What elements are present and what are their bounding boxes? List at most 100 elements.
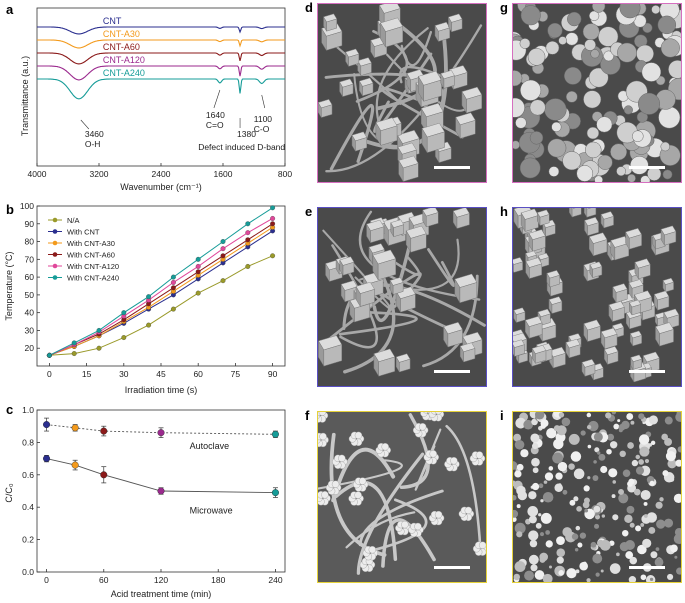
data-point xyxy=(71,424,79,432)
scale-bar xyxy=(629,370,665,373)
annotation-1380: 1380 xyxy=(237,129,256,139)
x-tick-label-c: 120 xyxy=(154,575,168,585)
x-tick-label-b: 60 xyxy=(193,369,203,379)
data-point xyxy=(220,239,226,245)
chart-c-degradation: c C/C₀ Acid treatment time (min) 0 60 120 1… xyxy=(4,402,286,599)
sem-texture xyxy=(513,412,681,582)
legend-marker xyxy=(52,275,58,280)
data-point xyxy=(121,310,127,316)
y-tick-label-b: 20 xyxy=(25,343,35,353)
data-point xyxy=(43,455,51,463)
annotation-1100: 1100 xyxy=(254,114,273,124)
data-point xyxy=(245,230,251,236)
data-point xyxy=(43,421,51,429)
y-axis-label-a: Transmittance (a.u.) xyxy=(20,56,30,136)
x-axis-label-b: Irradiation time (s) xyxy=(125,385,198,395)
panel-letter-f: f xyxy=(305,408,310,423)
legend-entry: With CNT-A120 xyxy=(67,262,119,271)
y-tick-label-c: 0.6 xyxy=(22,470,34,480)
data-point xyxy=(170,285,176,291)
series-line-with-cnt-a240 xyxy=(49,207,273,356)
sem-image-h xyxy=(512,207,682,387)
data-point xyxy=(245,263,251,269)
y-tick-label-b: 30 xyxy=(25,325,35,335)
data-point xyxy=(195,256,201,262)
y-tick-label-c: 0.8 xyxy=(22,437,34,447)
data-point xyxy=(270,205,276,211)
legend-marker xyxy=(52,229,58,234)
series-line-n-a xyxy=(49,255,273,356)
data-point xyxy=(271,489,279,497)
ftir-line-cnt xyxy=(37,26,285,35)
annotation-co-double: C=O xyxy=(206,120,224,130)
panel-letter-b: b xyxy=(6,202,14,217)
x-tick-label-c: 60 xyxy=(99,575,109,585)
sem-image-g xyxy=(512,3,682,183)
sem-texture xyxy=(318,412,486,582)
data-point xyxy=(195,290,201,296)
data-point xyxy=(170,279,176,285)
x-tick-label-a: 800 xyxy=(278,169,292,179)
legend-marker xyxy=(52,263,58,269)
y-tick-label-c: 1.0 xyxy=(22,405,34,415)
data-point xyxy=(146,294,152,300)
data-point xyxy=(245,221,251,227)
data-point xyxy=(195,269,201,275)
x-tick-label-a: 1600 xyxy=(214,169,233,179)
annotation-1640: 1640 xyxy=(206,110,225,120)
data-point xyxy=(96,345,102,351)
x-tick-label-b: 45 xyxy=(156,369,166,379)
chart-a-ftir: a Transmittance (a.u.) Wavenumber (cm⁻¹)… xyxy=(6,2,292,192)
panel-letter-a: a xyxy=(6,2,14,17)
sem-image-f xyxy=(317,411,487,583)
data-point xyxy=(270,215,276,221)
x-tick-label-b: 30 xyxy=(119,369,129,379)
ftir-line-cnt-a240 xyxy=(37,78,285,100)
ftir-line-cnt-a30 xyxy=(37,39,285,49)
x-axis-label-c: Acid treatment time (min) xyxy=(111,589,212,599)
data-point xyxy=(71,351,77,357)
data-point xyxy=(220,278,226,284)
x-tick-label-b: 15 xyxy=(82,369,92,379)
y-axis-label-b: Temperature (°C) xyxy=(4,251,14,320)
annotation-oh: O-H xyxy=(85,139,101,149)
chart-b-temperature: b Temperature (°C) Irradiation time (s) … xyxy=(4,201,286,395)
legend-marker xyxy=(52,240,58,246)
x-tick-label-b: 90 xyxy=(268,369,278,379)
legend-entry: N/A xyxy=(67,216,80,225)
data-point xyxy=(146,322,152,328)
y-tick-label-c: 0.4 xyxy=(22,502,34,512)
sem-image-e xyxy=(317,207,487,387)
panel-letter-i: i xyxy=(500,408,504,423)
scale-bar xyxy=(434,566,470,569)
y-tick-label-c: 0.2 xyxy=(22,535,34,545)
data-point xyxy=(157,487,165,495)
x-tick-label-b: 0 xyxy=(47,369,52,379)
legend-marker xyxy=(52,252,58,257)
panel-letter-g: g xyxy=(500,0,508,15)
series-label-cnt: CNT xyxy=(103,16,122,26)
scale-bar xyxy=(434,370,470,373)
legend-marker xyxy=(52,217,58,223)
annotation-d-band: Defect induced D-band xyxy=(198,142,285,152)
scale-bar xyxy=(629,166,665,169)
series-line-with-cnt-a60 xyxy=(49,223,273,356)
data-point xyxy=(270,253,276,259)
y-tick-label-c: 0.0 xyxy=(22,567,34,577)
panel-letter-c: c xyxy=(6,402,13,417)
data-point xyxy=(271,430,279,438)
series-label-microwave: Microwave xyxy=(190,506,233,516)
y-tick-label-b: 50 xyxy=(25,290,35,300)
data-point xyxy=(121,335,127,341)
series-label-autoclave: Autoclave xyxy=(190,441,230,451)
series-label-cnt-a120: CNT-A120 xyxy=(103,55,145,65)
y-tick-label-b: 100 xyxy=(20,201,34,211)
series-line-with-cnt-a120 xyxy=(49,217,273,356)
y-tick-label-b: 40 xyxy=(25,308,35,318)
data-point xyxy=(71,340,77,346)
annotation-pointer xyxy=(213,89,221,109)
y-tick-label-b: 90 xyxy=(25,219,35,229)
x-tick-label-a: 3200 xyxy=(90,169,109,179)
sem-image-d xyxy=(317,3,487,183)
data-point xyxy=(71,461,79,469)
